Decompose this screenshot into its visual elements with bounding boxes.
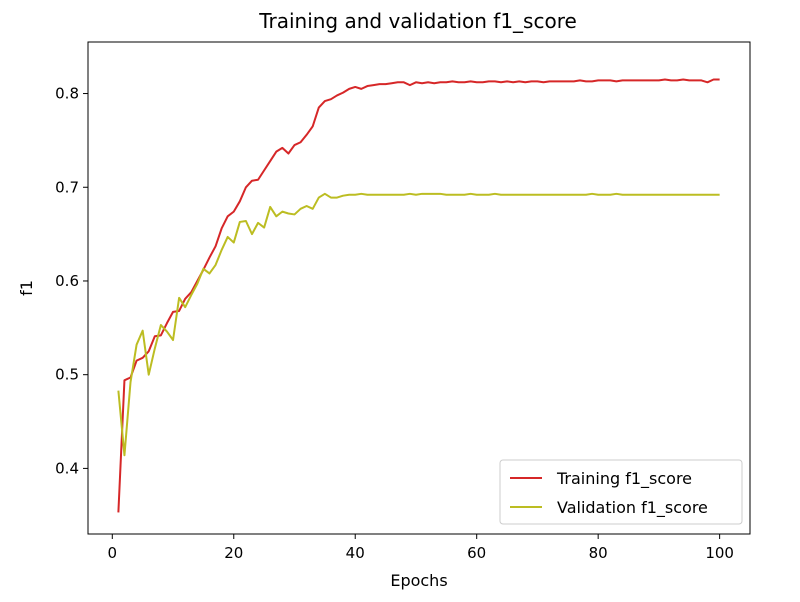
x-tick-label: 60 (467, 544, 486, 562)
y-axis-label: f1 (17, 280, 36, 296)
x-axis-label: Epochs (390, 571, 447, 590)
y-tick-label: 0.4 (55, 459, 79, 477)
series-line-validation (117, 192, 720, 457)
legend-label: Training f1_score (556, 469, 692, 489)
y-tick-label: 0.5 (55, 366, 79, 384)
legend-box (499, 459, 743, 525)
y-tick-label: 0.8 (55, 85, 79, 103)
legend: Training f1_score Validation f1_score (499, 459, 743, 525)
plot-frame (87, 41, 751, 535)
x-tick-label: 20 (224, 544, 243, 562)
x-tick-label: 0 (108, 544, 118, 562)
x-tick-label: 80 (589, 544, 608, 562)
y-tick-label: 0.6 (55, 272, 79, 290)
plot-area (117, 78, 720, 513)
x-tick-label: 100 (705, 544, 734, 562)
y-tick-label: 0.7 (55, 178, 79, 196)
series-line-training (117, 78, 720, 513)
chart-title: Training and validation f1_score (258, 9, 577, 33)
x-tick-label: 40 (346, 544, 365, 562)
legend-label: Validation f1_score (557, 498, 708, 518)
